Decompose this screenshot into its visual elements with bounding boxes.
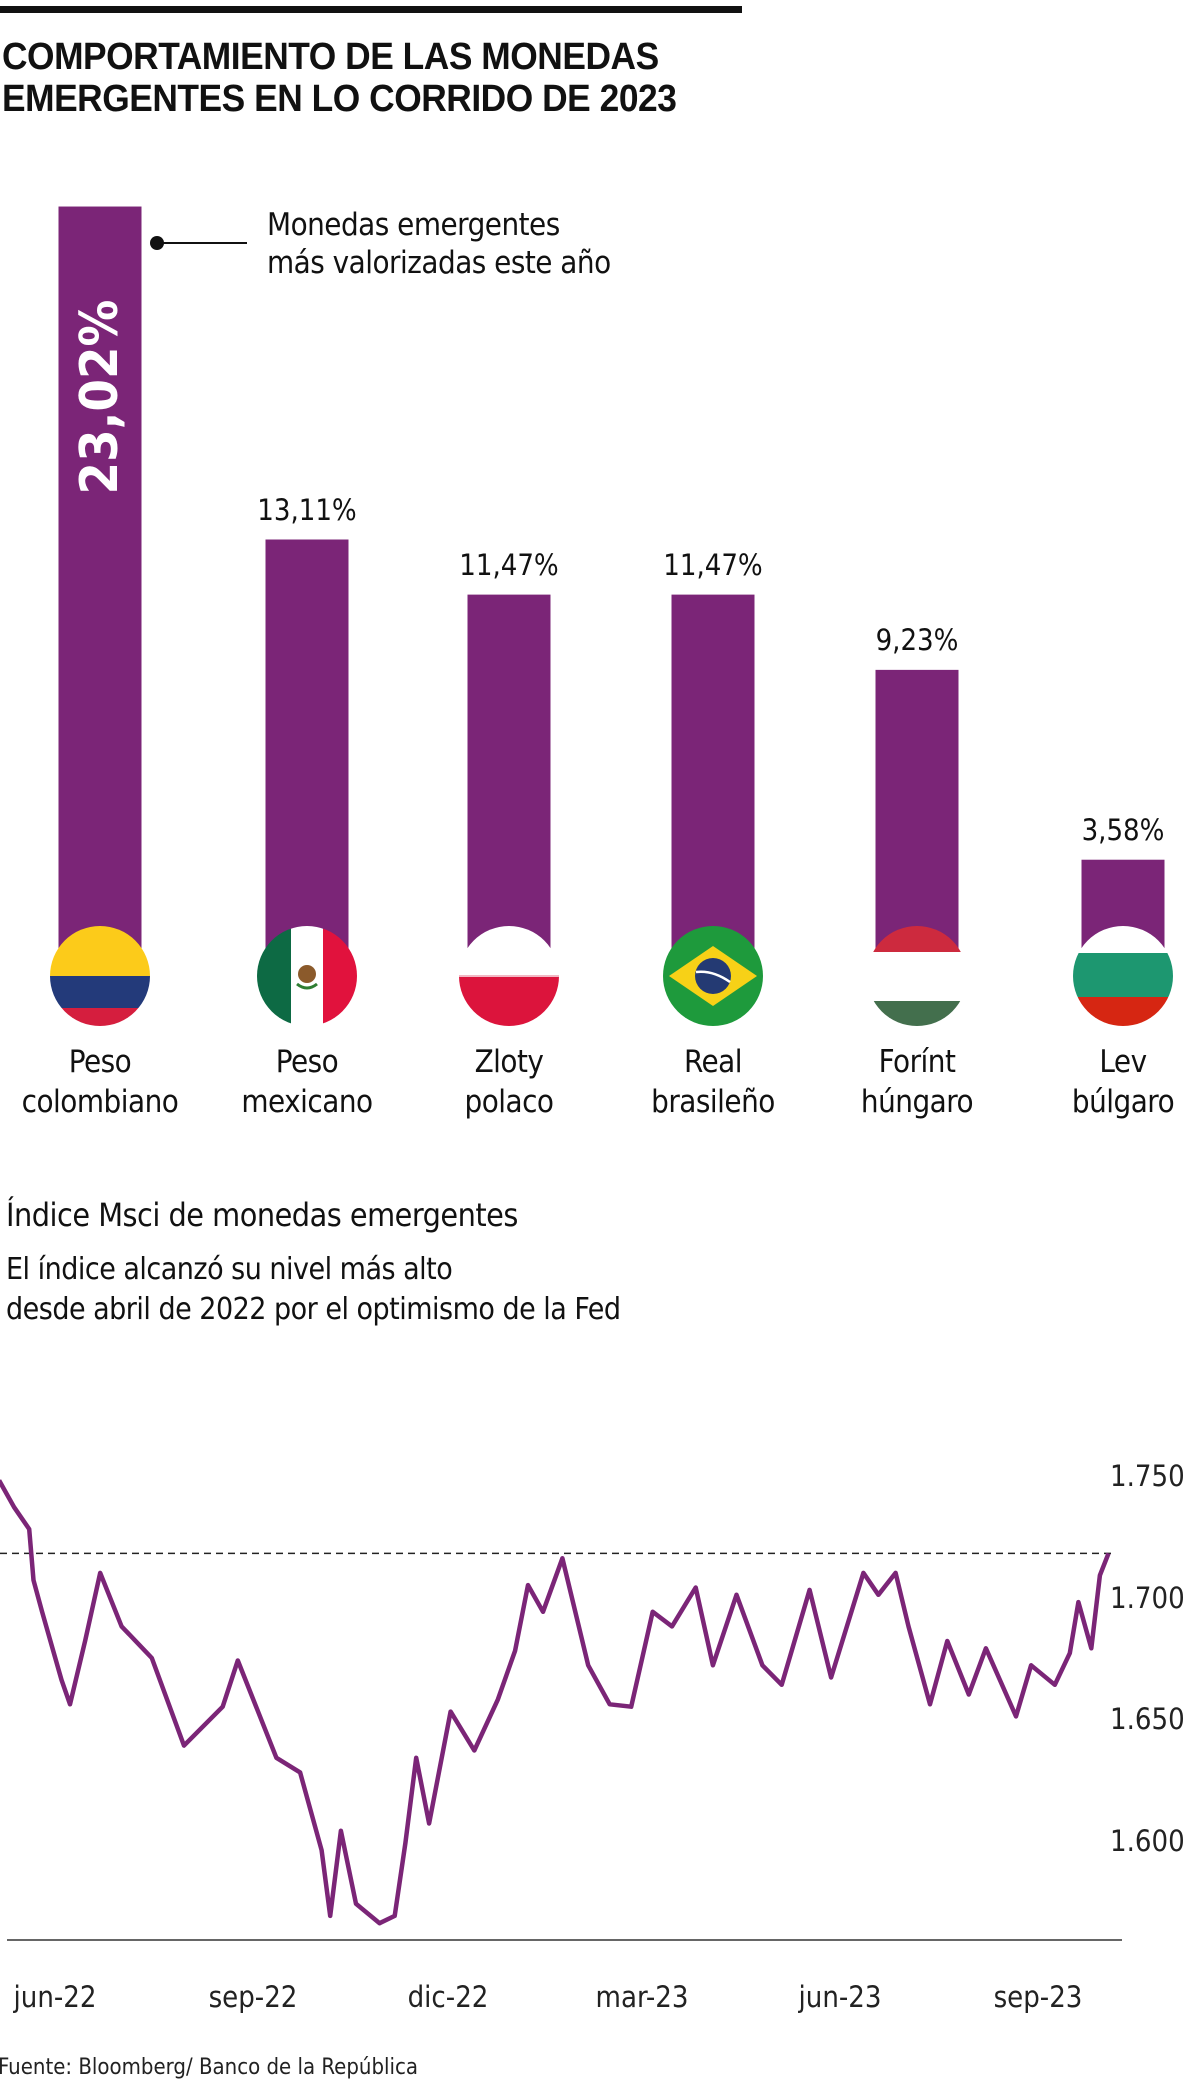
x-tick-label: mar-23	[595, 1980, 689, 2014]
line-chart-title: Índice Msci de monedas emergentes	[6, 1196, 518, 1234]
hungary-flag-icon	[867, 926, 967, 1026]
bar-value-label: 13,11%	[257, 492, 357, 527]
bulgaria-flag-icon	[1073, 926, 1173, 1026]
bar-value-label: 11,47%	[459, 547, 559, 582]
bar	[467, 594, 551, 980]
top-rule	[0, 6, 742, 13]
category-label-line-1: Zloty	[474, 1044, 544, 1080]
bar	[58, 206, 142, 980]
category-label-line-2: húngaro	[860, 1084, 974, 1120]
annotation-line-2: más valorizadas este año	[267, 245, 611, 281]
x-tick-label: sep-22	[208, 1980, 298, 2014]
bar-value-label: 11,47%	[663, 547, 763, 582]
colombia-flag-icon	[50, 926, 150, 1026]
x-tick-label: sep-23	[993, 1980, 1083, 2014]
poland-flag-icon	[459, 926, 559, 1026]
y-tick-label: 1.750	[1110, 1459, 1185, 1493]
category-label-line-1: Real	[684, 1044, 743, 1080]
category-label-line-2: búlgaro	[1071, 1084, 1175, 1120]
category-label-line-1: Lev	[1099, 1044, 1147, 1080]
bar-value-label: 23,02%	[70, 299, 130, 494]
x-tick-label: jun-23	[798, 1980, 882, 2014]
line-chart-subtitle-2: desde abril de 2022 por el optimismo de …	[6, 1292, 621, 1327]
category-label-line-2: mexicano	[241, 1084, 373, 1120]
bar	[671, 594, 755, 980]
annotation-line-1: Monedas emergentes	[267, 207, 560, 243]
source-note: Fuente: Bloomberg/ Banco de la República	[0, 2055, 419, 2080]
category-label-line-1: Peso	[275, 1044, 339, 1080]
mexico-flag-icon	[257, 926, 357, 1026]
y-tick-label: 1.700	[1110, 1580, 1185, 1615]
x-tick-label: dic-22	[407, 1980, 489, 2014]
y-tick-label: 1.650	[1110, 1702, 1185, 1737]
bar	[265, 539, 349, 980]
category-label-line-1: Peso	[68, 1044, 132, 1080]
chart-title-line-1: COMPORTAMIENTO DE LAS MONEDAS	[2, 36, 659, 78]
category-label-line-2: polaco	[464, 1084, 554, 1120]
x-tick-label: jun-22	[13, 1980, 97, 2014]
category-label-line-2: colombiano	[21, 1084, 179, 1120]
chart-title-line-2: EMERGENTES EN LO CORRIDO DE 2023	[2, 78, 677, 120]
bar-value-label: 9,23%	[875, 622, 959, 657]
y-tick-label: 1.600	[1110, 1823, 1185, 1858]
category-label-line-2: brasileño	[651, 1084, 775, 1120]
line-chart-subtitle-1: El índice alcanzó su nivel más alto	[6, 1252, 453, 1287]
bar-value-label: 3,58%	[1081, 812, 1165, 847]
category-label-line-1: Forínt	[878, 1044, 956, 1080]
brazil-flag-icon	[663, 926, 763, 1026]
index-series-line	[0, 1479, 1111, 1926]
